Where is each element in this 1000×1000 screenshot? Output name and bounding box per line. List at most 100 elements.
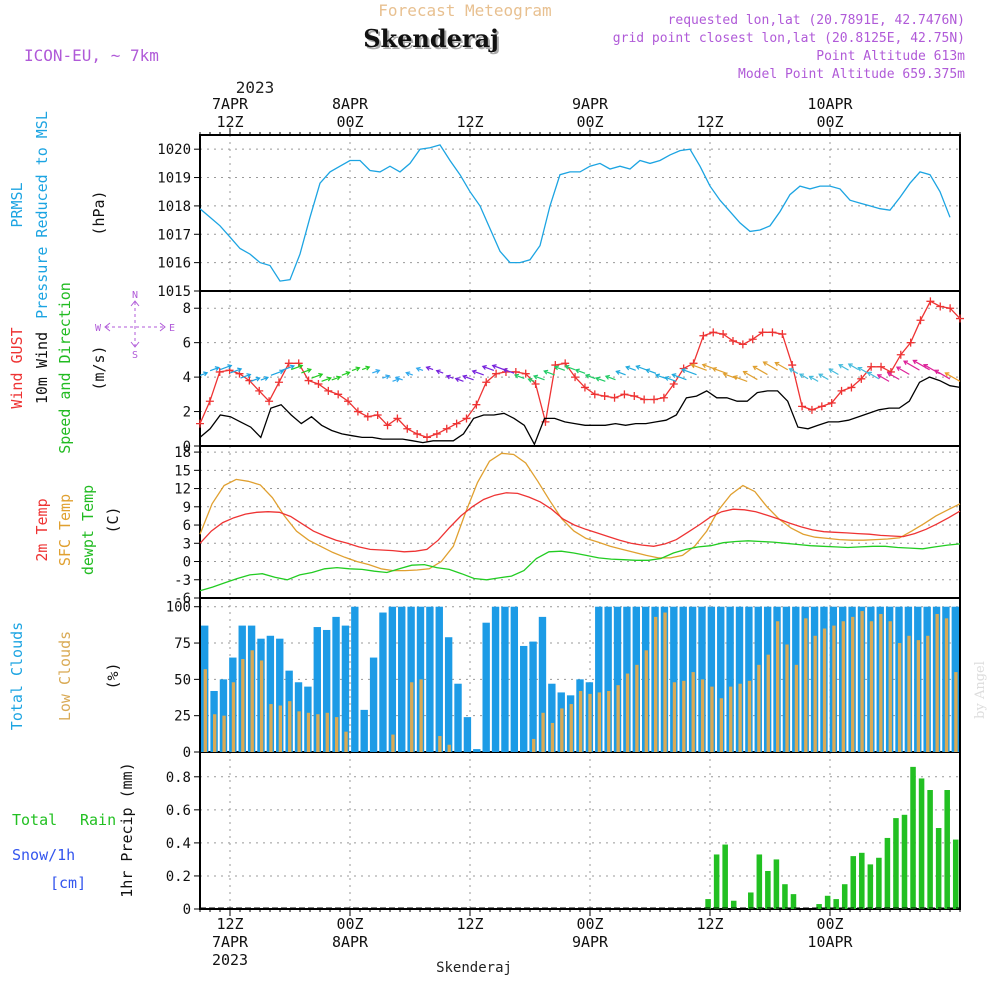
wind-10m-label: 10m Wind [33, 332, 51, 404]
wind-dir-arrow [753, 365, 768, 376]
gust-marker [620, 390, 629, 399]
low-cloud-bar [775, 621, 780, 752]
xtick-bottom-hour-5: 00Z [816, 915, 843, 933]
watermark: by Angel [973, 661, 988, 719]
gust-line [199, 300, 961, 439]
wind-dir-arrowhead [635, 364, 641, 370]
rain-bar [730, 900, 737, 909]
wind-dir-arrowhead [227, 364, 233, 369]
title-shadow: Skenderaj [365, 26, 501, 55]
wind-dir-arrow [341, 371, 350, 376]
total-cloud-bar [369, 657, 378, 752]
low-cloud-bar [616, 685, 620, 752]
wind-dir-arrowhead [645, 368, 651, 374]
gust-marker [857, 374, 866, 383]
low-cloud-bar [804, 618, 808, 752]
wind-dir-arrow [321, 377, 332, 382]
rain-bar [773, 859, 780, 909]
rain-bar [884, 837, 891, 909]
wind-dir-arrowhead [701, 363, 707, 369]
wind-dir-arrow [290, 364, 303, 371]
total-cloud-bar [670, 606, 678, 752]
wind-dir-arrowhead [866, 371, 872, 377]
gust-marker [600, 392, 609, 401]
gust-marker [521, 369, 530, 378]
wind-dir-arrowhead [615, 370, 621, 375]
wind-dir-arrow [554, 366, 566, 371]
wind-dir-arrowhead [654, 373, 661, 379]
rain-bar [850, 856, 857, 909]
wind-dir-arrowhead [690, 363, 696, 369]
gust-marker [817, 402, 826, 411]
total-cloud-bar [717, 606, 725, 752]
wind-dir-arrow [809, 375, 819, 382]
ytick-label-pressure-1: 1016 [157, 256, 191, 272]
ytick-label-wind-4: 8 [183, 301, 191, 317]
point-altitude: Point Altitude 613m [816, 49, 965, 64]
ytick-label-temp-0: -6 [174, 591, 191, 607]
low-cloud-bar [653, 616, 658, 752]
wind-dir-arrow [372, 369, 380, 374]
wind-dir-arrowhead [527, 377, 533, 383]
low-cloud-bar [822, 628, 827, 752]
ytick-label-temp-7: 15 [174, 463, 191, 479]
wind-dir-arrow [503, 368, 515, 374]
low-cloud-bar [597, 692, 602, 752]
rain-bar [893, 818, 899, 909]
low-cloud-bar [231, 682, 236, 752]
low-cloud-bar [334, 717, 339, 752]
model-altitude: Model Point Altitude 659.375m [738, 67, 965, 82]
wind-dir-arrow [743, 371, 758, 381]
wind-dir-arrow [775, 362, 789, 371]
wind-dir-arrowhead [876, 374, 882, 379]
wind-dir-arrowhead [435, 369, 441, 375]
wind-dir-arrow [799, 373, 809, 380]
wind-dir-arrow [858, 367, 870, 375]
page-title: Skenderaj [363, 24, 499, 53]
wind-dir-arrow [645, 369, 657, 374]
wind-dir-arrow [867, 371, 880, 380]
tsfc-label: SFC Temp [56, 494, 74, 566]
wind-dir-arrowhead [255, 376, 261, 382]
gust-marker [926, 297, 935, 306]
wind-dir-arrowhead [722, 372, 728, 378]
total-label: Total [12, 811, 57, 829]
gust-marker [709, 328, 718, 337]
wind-dir-arrow [361, 366, 370, 371]
gust-marker [807, 405, 816, 414]
gust-marker [906, 338, 915, 347]
wind-dir-arrow [250, 377, 260, 382]
wind-dir-arrow [763, 361, 778, 371]
wind-dir-arrowhead [574, 368, 580, 374]
wind-dir-arrow [270, 370, 284, 376]
precip-unit: 1hr Precip (mm) [118, 762, 136, 897]
ytick-label-wind-0: 0 [183, 439, 191, 455]
total-cloud-bar [735, 606, 744, 752]
low-cloud-bar [879, 613, 883, 752]
low-cloud-bar [691, 672, 695, 752]
wind-dir-arrowhead [625, 365, 631, 371]
wind-dir-arrowhead [553, 365, 559, 371]
pressure-labels: PRMSL Pressure Reduced to MSL (hPa) [8, 111, 108, 319]
total-cloud-bar [407, 606, 415, 752]
gust-marker [373, 411, 382, 419]
xtick-top-hour-1: 00Z [336, 113, 363, 131]
wind-dir-arrowhead [895, 366, 901, 372]
low-cloud-bar [672, 682, 677, 752]
rain-bar [748, 892, 754, 909]
total-cloud-bar [613, 606, 622, 752]
gust-marker [383, 421, 392, 430]
xtick-top-day-5: 10APR [807, 95, 853, 113]
rain-bar [756, 854, 763, 909]
xtick-bottom-hour-0: 12Z [216, 915, 243, 933]
gust-marker [936, 302, 945, 311]
low-cloud-bar [888, 621, 892, 752]
total-cloud-bar [501, 606, 509, 752]
low-cloud-bar [532, 738, 536, 752]
wind-dir-arrowhead [502, 368, 508, 373]
wind-dir-arrow [544, 370, 555, 376]
total-cloud-bar [491, 606, 500, 752]
wind-dir-arrowhead [289, 364, 296, 370]
gust-marker [196, 419, 204, 428]
wind-dir-arrow [829, 368, 839, 375]
